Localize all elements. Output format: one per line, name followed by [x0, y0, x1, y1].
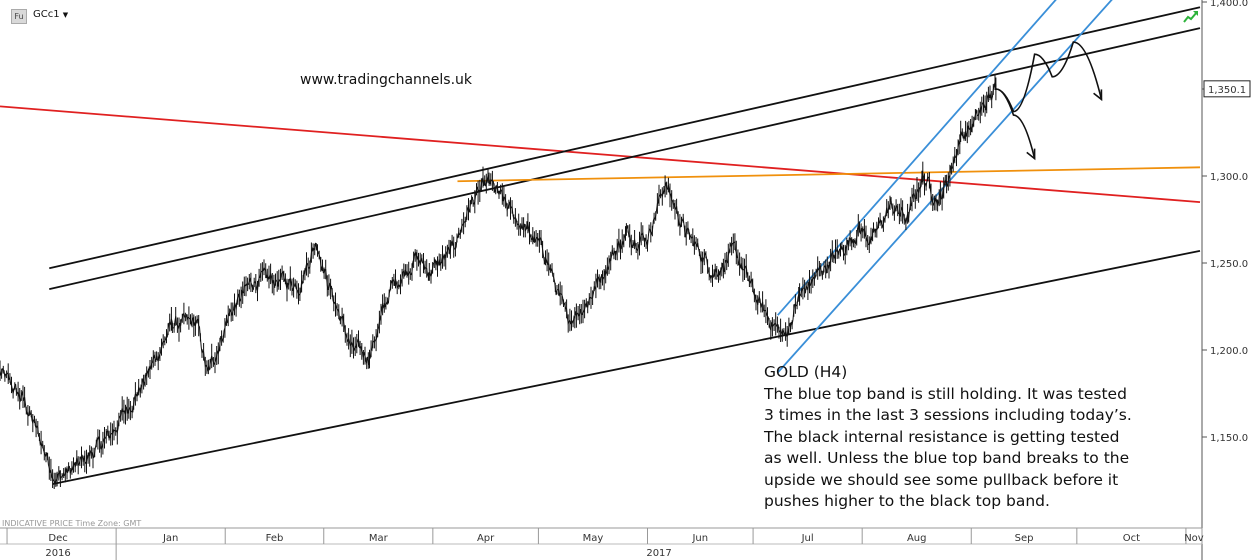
year-label: 2016	[45, 548, 70, 559]
y-tick-label: 1,200.0	[1210, 346, 1248, 357]
x-tick-label: Oct	[1123, 533, 1140, 544]
symbol-selector[interactable]: GCc1 ▼	[33, 9, 68, 20]
x-tick-label: Dec	[48, 533, 67, 544]
bullish-projection	[995, 41, 1103, 113]
red-long-term-resistance	[0, 105, 1201, 203]
black-internal-resistance	[49, 27, 1201, 290]
x-tick-label: Jun	[691, 533, 708, 544]
projection-arrows	[995, 41, 1103, 161]
x-tick-label: Mar	[369, 533, 389, 544]
analysis-annotation: GOLD (H4) The blue top band is still hol…	[764, 362, 1164, 513]
pullback-projection-arrowhead	[1026, 148, 1036, 161]
year-label: 2017	[646, 548, 671, 559]
footer-note: INDICATIVE PRICE Time Zone: GMT	[2, 519, 142, 528]
x-tick-label: May	[583, 533, 604, 544]
annotation-line: pushes higher to the black top band.	[764, 492, 1050, 510]
symbol-label: GCc1	[33, 9, 60, 20]
annotation-line: The blue top band is still holding. It w…	[764, 384, 1127, 403]
x-tick-label: Jan	[162, 533, 178, 544]
symbol-type-badge[interactable]: Fu	[11, 9, 27, 24]
orange-horizontal	[457, 166, 1201, 183]
x-tick-label: Apr	[477, 533, 495, 544]
x-tick-label: Nov	[1184, 533, 1204, 544]
last-price-box	[1203, 80, 1251, 98]
last-price-label: 1,350.1	[1208, 85, 1246, 96]
annotation-line: The black internal resistance is getting…	[764, 427, 1120, 446]
x-tick-label: Jul	[801, 533, 814, 544]
bullish-projection-arrowhead	[1093, 89, 1103, 102]
black-bottom-support	[52, 249, 1201, 485]
x-tick-label: Aug	[907, 533, 927, 544]
y-tick-label: 1,250.0	[1210, 259, 1248, 270]
watermark-url: www.tradingchannels.uk	[300, 72, 472, 88]
x-tick-label: Feb	[266, 533, 284, 544]
caret-down-icon: ▼	[62, 11, 69, 19]
black-top-band	[49, 6, 1201, 270]
price-series	[0, 74, 997, 489]
y-tick-label: 1,150.0	[1210, 433, 1248, 444]
annotation-line: as well. Unless the blue top band breaks…	[764, 449, 1130, 467]
gold-price-wicks	[0, 74, 997, 489]
green-arrow-icon[interactable]	[1183, 10, 1199, 24]
annotation-title: GOLD (H4)	[764, 363, 848, 381]
annotation-line: 3 times in the last 3 sessions including…	[764, 406, 1132, 424]
x-tick-label: Sep	[1015, 533, 1034, 544]
y-tick-label: 1,400.0	[1210, 0, 1248, 9]
annotation-line: upside we should see some pullback befor…	[764, 470, 1119, 489]
y-tick-label: 1,300.0	[1210, 172, 1248, 183]
